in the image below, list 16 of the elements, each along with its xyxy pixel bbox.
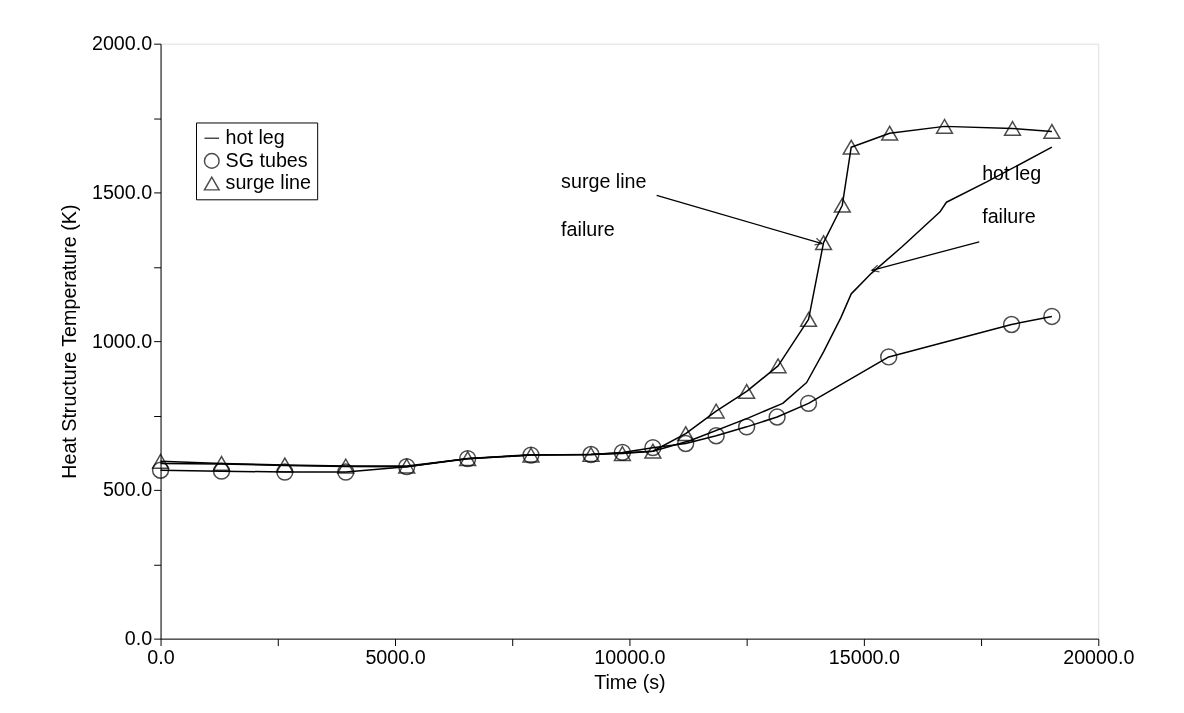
x-tick-label: 5000.0 xyxy=(365,645,426,668)
legend-label: surge line xyxy=(225,171,311,194)
y-axis-title: Heat Structure Temperature (K) xyxy=(58,204,81,479)
y-tick-label: 1000.0 xyxy=(91,329,153,352)
y-tick-label: 1500.0 xyxy=(91,180,153,203)
legend-label: SG tubes xyxy=(225,148,308,171)
y-tick-label: 2000.0 xyxy=(91,32,153,55)
x-axis-title: Time (s) xyxy=(594,671,666,694)
y-tick-label: 500.0 xyxy=(102,478,153,501)
x-tick-label: 20000.0 xyxy=(1063,645,1135,668)
annotation: failure xyxy=(982,205,1036,228)
annotation: failure xyxy=(561,217,615,240)
annotation: surge line xyxy=(561,170,647,193)
legend-label: hot leg xyxy=(225,126,285,149)
x-tick-label: 10000.0 xyxy=(594,645,666,668)
x-tick-label: 15000.0 xyxy=(828,645,900,668)
